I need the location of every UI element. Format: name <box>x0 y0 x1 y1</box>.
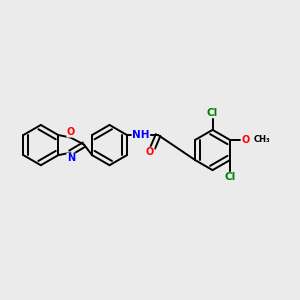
Text: O: O <box>146 147 154 157</box>
Text: O: O <box>67 127 75 137</box>
Text: Cl: Cl <box>224 172 236 182</box>
Text: Cl: Cl <box>207 108 218 118</box>
Text: CH₃: CH₃ <box>254 135 270 144</box>
Text: N: N <box>67 153 75 163</box>
Text: O: O <box>241 135 249 145</box>
Text: NH: NH <box>132 130 150 140</box>
